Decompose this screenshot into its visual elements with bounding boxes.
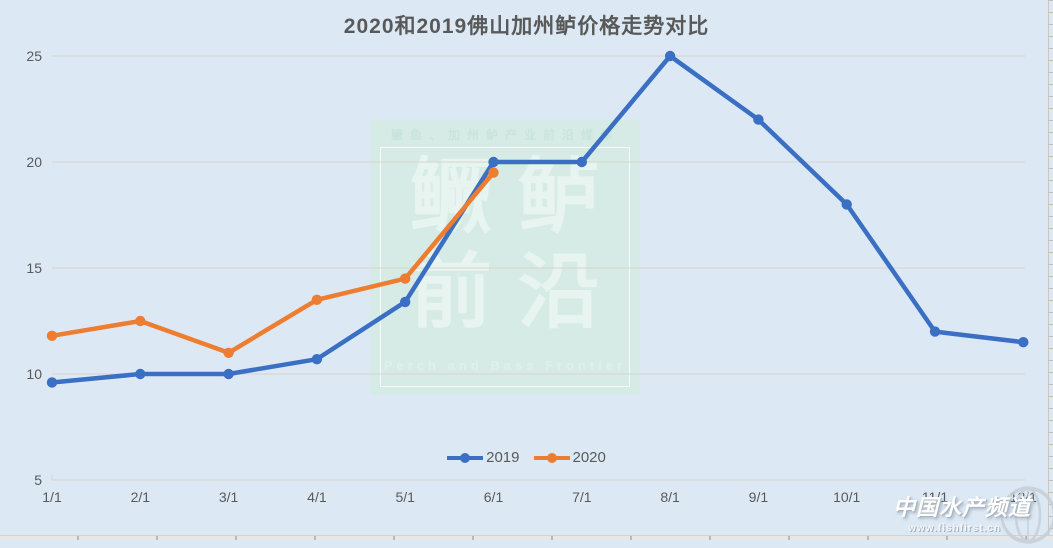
- x-axis-label: 5/1: [395, 489, 415, 505]
- data-point-2020: [135, 315, 146, 327]
- legend-marker-icon: [533, 452, 570, 463]
- x-axis-label: 4/1: [307, 489, 327, 505]
- legend-item-2019: 2019: [447, 449, 520, 466]
- data-point-2020: [311, 294, 323, 305]
- data-point-2019: [1018, 337, 1029, 348]
- legend-label: 2019: [486, 449, 520, 466]
- y-axis-label: 20: [26, 154, 42, 170]
- data-point-2019: [400, 296, 411, 308]
- data-point-2019: [488, 156, 499, 168]
- data-point-2019: [135, 368, 146, 380]
- watermark-frame: [380, 147, 630, 387]
- legend: 2019 2020: [0, 449, 1053, 466]
- data-point-2019: [664, 50, 676, 62]
- x-axis-label: 7/1: [572, 489, 592, 505]
- y-axis-label: 10: [26, 366, 42, 382]
- data-point-2019: [753, 114, 764, 125]
- x-axis-label: 8/1: [660, 489, 680, 505]
- watermark-line-2: 前沿: [409, 247, 626, 338]
- data-point-2020: [46, 330, 58, 342]
- site-logo: 中国水产频道 www.fishfirst.cn: [853, 478, 1053, 544]
- x-axis-label: 10/1: [833, 489, 861, 505]
- data-point-2020: [400, 273, 411, 284]
- data-point-2020: [488, 167, 499, 178]
- right-edge-ruler: [1048, 0, 1053, 536]
- data-point-2019: [46, 377, 58, 388]
- series-line-2019: [49, 53, 1026, 385]
- x-axis-label: 9/1: [748, 489, 769, 505]
- watermark-english-text: Perch and Bass Frontier: [383, 358, 627, 373]
- watermark-line-1: 鳜鲈: [409, 152, 626, 243]
- chart-title: 2020和2019佛山加州鲈价格走势对比: [343, 15, 710, 38]
- legend-marker-icon: [447, 452, 484, 463]
- watermark: 鳜鱼、加州鲈产业前沿媒体 鳜鲈 前沿 Perch and Bass Fronti…: [370, 120, 640, 395]
- x-axis-label: 2/1: [130, 489, 151, 505]
- legend-label: 2020: [572, 449, 606, 466]
- data-point-2019: [841, 199, 852, 210]
- x-axis-label: 11/1: [921, 489, 949, 505]
- watermark-big-text: 鳜鲈 前沿: [370, 150, 640, 340]
- watermark-subtitle: 鳜鱼、加州鲈产业前沿媒体: [390, 128, 619, 142]
- y-axis-label: 25: [26, 48, 42, 64]
- data-point-2019: [576, 156, 587, 168]
- series-line-2020: [49, 170, 496, 356]
- bottom-edge-ruler: [0, 535, 1053, 540]
- logo-url: www.fishfirst.cn: [908, 523, 1001, 534]
- x-axis-label: 3/1: [218, 489, 239, 505]
- x-axis-label: 1/1: [42, 489, 62, 505]
- data-point-2019: [223, 368, 234, 380]
- x-axis-label: 6/1: [483, 489, 504, 505]
- data-point-2020: [223, 347, 234, 358]
- logo-text: 中国水产频道: [892, 495, 1031, 520]
- y-axis-label: 15: [26, 260, 42, 276]
- legend-item-2020: 2020: [533, 449, 606, 466]
- y-axis-label: 5: [34, 472, 42, 488]
- data-point-2019: [311, 353, 323, 365]
- data-point-2019: [929, 326, 941, 337]
